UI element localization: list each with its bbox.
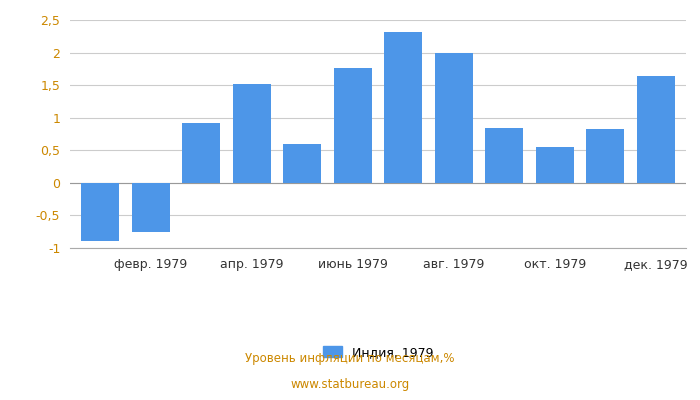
Bar [182,123,220,183]
Bar [536,147,574,183]
Bar [81,183,119,242]
Bar [435,52,472,183]
Text: Уровень инфляции по месяцам,%: Уровень инфляции по месяцам,% [245,352,455,365]
Bar [637,76,675,183]
Text: www.statbureau.org: www.statbureau.org [290,378,410,391]
Bar [384,32,422,183]
Bar [233,84,271,183]
Bar [485,128,523,183]
Bar [334,68,372,183]
Bar [284,144,321,183]
Bar [587,130,624,183]
Bar [132,183,169,232]
Legend: Индия, 1979: Индия, 1979 [318,341,438,364]
